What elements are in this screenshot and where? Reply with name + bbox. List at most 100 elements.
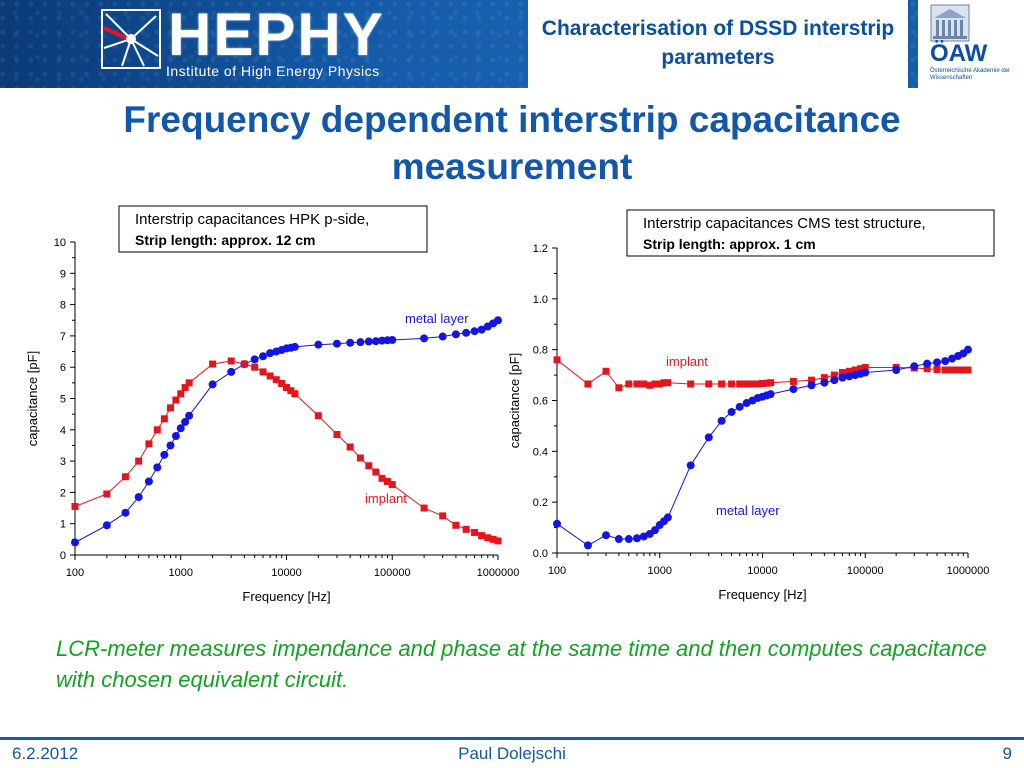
slide-title: Frequency dependent interstrip capacitan… <box>123 99 901 187</box>
implant-point <box>272 376 280 384</box>
implant-point <box>177 390 185 398</box>
x-tick-label: 100 <box>66 567 84 579</box>
metal-layer-point <box>923 359 932 368</box>
charts-canvas: 100 1000 10000 100000 1000000 0 1 2 3 4 5 6 7 8 9 10 Fre… <box>25 205 995 604</box>
metal-layer-point <box>462 328 471 337</box>
implant-point <box>553 356 561 364</box>
implant-point <box>830 371 838 379</box>
implant-point <box>266 372 274 380</box>
y-tick-label: 5 <box>60 394 66 406</box>
metal-layer-point <box>845 372 854 381</box>
chart-title: Interstrip capacitances HPK p-side, <box>135 211 369 228</box>
implant-point <box>651 380 659 388</box>
implant-point <box>227 357 235 365</box>
metal-layer-point <box>332 339 341 348</box>
y-tick-label: 0.8 <box>533 345 548 357</box>
implant-point <box>808 376 816 384</box>
implant-point <box>135 457 143 465</box>
metal-layer-series-label: metal layer <box>716 503 780 518</box>
implant-point <box>103 490 111 498</box>
metal-layer-point <box>185 411 194 420</box>
footer-divider <box>0 737 1024 740</box>
metal-layer-point <box>941 357 950 366</box>
metal-layer-point <box>371 337 380 346</box>
y-tick-label: 9 <box>60 268 66 280</box>
implant-point <box>646 381 654 389</box>
metal-layer-point <box>614 535 623 544</box>
metal-layer-point <box>807 381 816 390</box>
implant-point <box>462 525 470 533</box>
y-tick-label: 2 <box>60 487 66 499</box>
implant-series-label: implant <box>666 354 708 369</box>
implant-point <box>633 380 641 388</box>
x-tick-label: 10000 <box>747 565 778 577</box>
metal-layer-point <box>651 526 660 535</box>
y-tick-label: 4 <box>60 425 66 437</box>
implant-point <box>664 379 672 387</box>
implant-point <box>941 366 949 374</box>
implant-point <box>259 368 267 376</box>
metal-layer-point <box>766 390 775 399</box>
hephy-logo-icon <box>101 9 161 69</box>
implant-point <box>494 537 502 545</box>
y-axis-label: capacitance [pF] <box>507 353 522 448</box>
implant-point <box>287 387 295 395</box>
y-tick-label: 3 <box>60 456 66 468</box>
footer-page-number: 9 <box>1002 744 1012 763</box>
implant-point <box>378 474 386 482</box>
implant-point <box>959 366 967 374</box>
metal-layer-point <box>686 461 695 470</box>
logo-subtitle: Institute of High Energy Physics <box>166 63 380 79</box>
metal-layer-point <box>830 376 839 385</box>
implant-point <box>923 365 931 373</box>
metal-layer-point <box>789 385 798 394</box>
metal-layer-point <box>181 417 190 426</box>
metal-layer-point <box>250 355 259 364</box>
metal-layer-point <box>266 349 275 358</box>
implant-point <box>584 380 592 388</box>
implant-point <box>933 365 941 373</box>
metal-layer-point <box>290 342 299 351</box>
metal-layer-point <box>259 352 268 361</box>
y-tick-label: 6 <box>60 362 66 374</box>
footer-date: 6.2.2012 <box>12 744 79 763</box>
x-tick-label: 10000 <box>271 567 302 579</box>
implant-point <box>640 380 648 388</box>
metal-layer-series-label: metal layer <box>405 311 469 326</box>
x-tick-label: 100 <box>548 565 566 577</box>
x-tick-label: 1000000 <box>477 567 520 579</box>
y-tick-label: 0 <box>60 550 66 562</box>
y-tick-label: 0.2 <box>533 497 548 509</box>
x-axis-label: Frequency [Hz] <box>718 587 806 602</box>
metal-layer-point <box>420 334 429 343</box>
implant-point <box>439 512 447 520</box>
y-axis-label: capacitance [pF] <box>25 351 40 446</box>
implant-point <box>743 380 751 388</box>
implant-point <box>851 366 859 374</box>
chart-title-box <box>626 209 995 257</box>
implant-point <box>356 454 364 462</box>
metal-layer-point <box>71 538 79 547</box>
chart-subtitle: Strip length: approx. 12 cm <box>135 232 315 248</box>
implant-point <box>484 534 492 542</box>
implant-point <box>718 380 726 388</box>
chart-title-box <box>118 205 428 253</box>
implant-point <box>383 477 391 485</box>
metal-layer-point <box>388 335 397 344</box>
implant-point <box>615 384 623 392</box>
metal-layer-point <box>314 340 323 349</box>
metal-layer-point <box>227 367 236 376</box>
implant-point <box>153 426 161 434</box>
implant-point <box>948 366 956 374</box>
academy-building-icon <box>930 4 970 42</box>
metal-layer-point <box>624 535 633 544</box>
implant-point <box>333 430 341 438</box>
implant-point <box>346 443 354 451</box>
metal-layer-point <box>964 345 972 354</box>
implant-point <box>478 532 486 540</box>
metal-layer-point <box>933 358 942 367</box>
implant-point <box>838 369 846 377</box>
oaw-name: ÖAW <box>930 40 988 67</box>
implant-point <box>687 380 695 388</box>
y-tick-label: 10 <box>54 237 66 249</box>
